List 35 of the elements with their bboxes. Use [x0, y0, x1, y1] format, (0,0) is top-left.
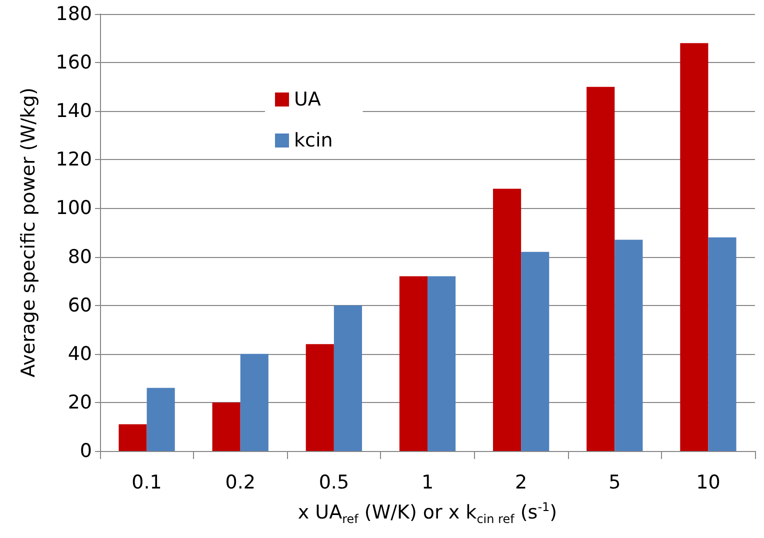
x-tick-label: 0.2: [225, 472, 256, 494]
bar: [146, 388, 175, 451]
y-axis-title: Average specific power (W/kg): [18, 88, 40, 378]
bar: [306, 344, 334, 451]
x-axis-title: x UA$_{ref}$ (W/K) or x k$_{cin ref}$ (s$^{-1}$): [296, 500, 558, 526]
bar: [212, 402, 240, 451]
bar: [118, 424, 147, 451]
bar: [708, 237, 736, 451]
y-tick-label: 100: [56, 197, 92, 220]
legend-label: UA: [294, 88, 321, 110]
x-tick-label: 2: [515, 472, 528, 494]
x-tick-label: 0.1: [132, 472, 162, 494]
x-tick-label: 5: [608, 472, 621, 494]
x-tick-label: 1: [421, 472, 434, 494]
bar: [399, 276, 428, 451]
y-tick-label: 20: [68, 391, 92, 414]
bar: [428, 276, 456, 451]
y-tick-label: 0: [80, 440, 92, 462]
y-tick-label: 140: [56, 100, 92, 122]
y-tick-label: 40: [68, 342, 92, 365]
x-tick-label: 10: [696, 472, 720, 494]
bar: [586, 86, 615, 451]
bar: [521, 252, 550, 451]
y-tick-label: 160: [56, 52, 92, 74]
bar: [680, 43, 708, 451]
bar: [240, 354, 268, 451]
bar: [614, 240, 643, 451]
bar: [334, 305, 362, 451]
y-tick-label: 120: [56, 148, 92, 171]
y-tick-label: 60: [68, 294, 92, 316]
y-tick-label: 80: [68, 246, 92, 268]
y-tick-label: 180: [56, 3, 92, 25]
bar: [493, 188, 522, 451]
legend-label: kcin: [294, 130, 333, 152]
x-tick-label: 0.5: [318, 472, 350, 494]
